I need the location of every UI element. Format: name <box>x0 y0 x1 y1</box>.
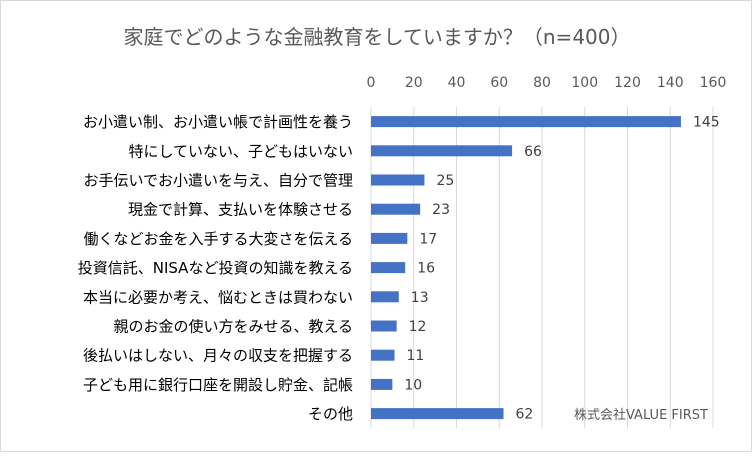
chart-title: 家庭でどのような金融教育をしていますか？（n=400） <box>123 25 630 49</box>
bar <box>371 320 397 332</box>
category-label: 働くなどお金を入手する大変さを伝える <box>83 230 353 248</box>
data-label: 16 <box>417 261 435 277</box>
bar <box>371 408 504 420</box>
data-label: 66 <box>524 144 542 160</box>
bar <box>371 291 399 303</box>
data-label: 10 <box>404 377 422 393</box>
category-label: 投資信託、NISAなど投資の知識を教える <box>78 259 353 277</box>
category-label: お小遣い制、お小遣い帳で計画性を養う <box>83 113 353 131</box>
bar <box>371 232 408 244</box>
category-label: 親のお金の使い方をみせる、教える <box>113 318 353 336</box>
bar <box>371 203 421 215</box>
category-label: 子ども用に銀行口座を開設し貯金、記帳 <box>83 376 353 394</box>
bar <box>371 262 406 274</box>
bar <box>371 378 393 390</box>
data-label: 145 <box>693 115 720 131</box>
category-label: 後払いはしない、月々の収支を把握する <box>83 347 353 365</box>
watermark: 株式会社VALUE FIRST <box>574 407 708 423</box>
x-tick-label: 140 <box>657 75 684 91</box>
data-label: 11 <box>407 348 425 364</box>
data-label: 17 <box>419 231 437 247</box>
grid-lines <box>370 107 714 429</box>
category-label: お手伝いでお小遣いを与え、自分で管理 <box>83 172 353 190</box>
data-label: 13 <box>411 290 429 306</box>
x-tick-label: 20 <box>405 75 423 91</box>
data-label: 62 <box>516 407 534 423</box>
x-tick-label: 0 <box>367 75 376 91</box>
category-label: 現金で計算、支払いを体験させる <box>128 201 353 219</box>
data-labels: 145 66 25 23 17 16 13 12 11 10 62 <box>404 115 719 423</box>
x-tick-label: 60 <box>490 75 508 91</box>
x-axis-ticks: 0 20 40 60 80 100 120 140 160 <box>367 75 727 91</box>
category-label: その他 <box>308 405 353 423</box>
data-label: 23 <box>432 202 450 218</box>
category-label: 本当に必要か考え、悩むときは買わない <box>83 288 353 306</box>
data-label: 25 <box>436 173 454 189</box>
x-tick-label: 160 <box>700 75 727 91</box>
bar <box>371 349 395 361</box>
x-tick-label: 80 <box>533 75 551 91</box>
x-tick-label: 120 <box>614 75 641 91</box>
data-label: 12 <box>409 319 427 335</box>
bar <box>371 174 425 186</box>
bar <box>371 145 513 157</box>
category-labels: お小遣い制、お小遣い帳で計画性を養う特にしていない、子どもはいないお手伝いでお小… <box>78 113 353 423</box>
bars <box>371 116 681 420</box>
x-tick-label: 100 <box>571 75 598 91</box>
x-tick-label: 40 <box>448 75 466 91</box>
category-label: 特にしていない、子どもはいない <box>128 142 353 160</box>
bar <box>371 116 681 128</box>
